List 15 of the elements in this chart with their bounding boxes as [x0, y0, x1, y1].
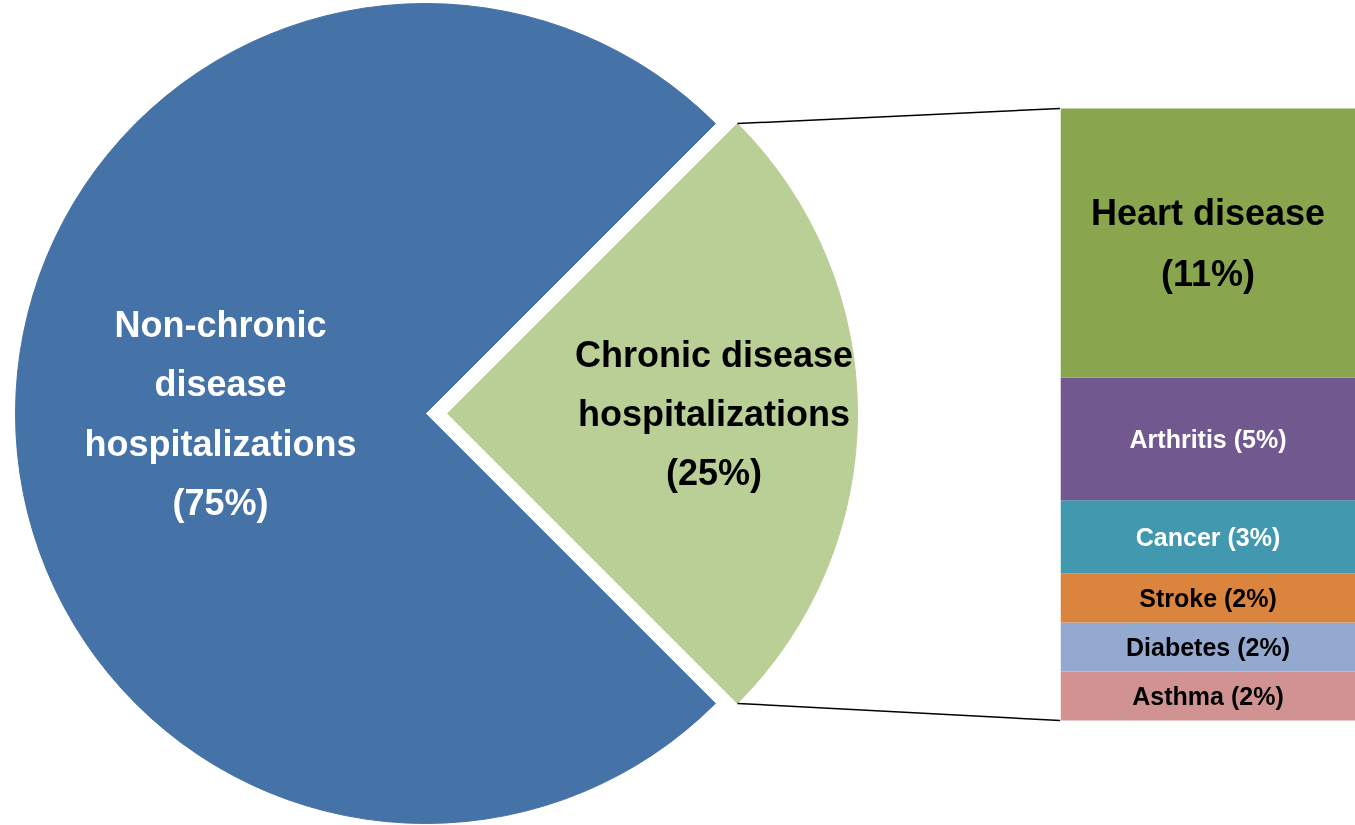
data-label: (75%): [172, 482, 269, 524]
text: Stroke (2%): [1139, 584, 1277, 613]
data-label: (11%): [1160, 253, 1256, 295]
bar: [1060, 108, 1355, 378]
slice-label: Non-chronic disease hospitalizations: [84, 303, 357, 464]
text: Diabetes (2%): [1126, 633, 1290, 662]
bar: [1060, 573, 1355, 623]
bar: [1060, 500, 1355, 574]
bar: [1060, 377, 1355, 501]
text: Arthritis (5%): [1129, 424, 1287, 453]
data-label: (25%): [665, 452, 763, 494]
text: Asthma (2%): [1132, 682, 1284, 711]
series-label: Heart disease: [1090, 191, 1326, 233]
slice-label: Chronic disease hospitalizations: [574, 333, 854, 434]
text: Cancer (3%): [1135, 522, 1281, 551]
